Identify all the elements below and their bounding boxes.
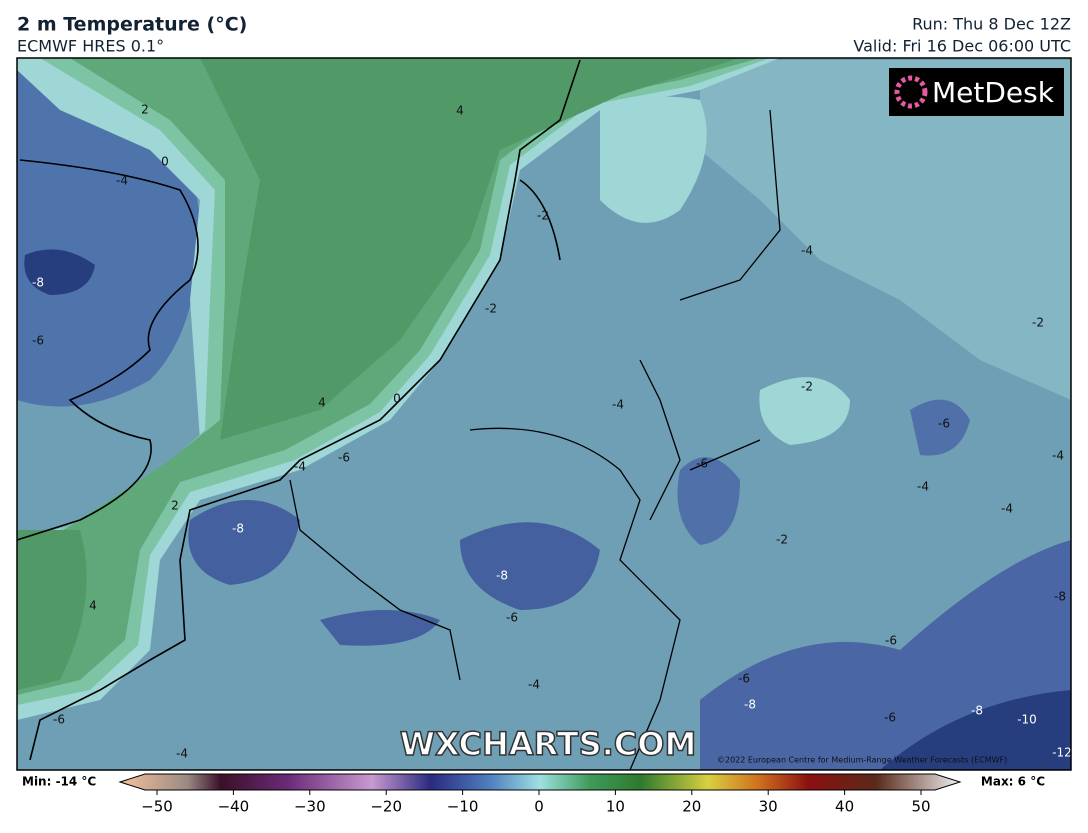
cold-area	[460, 522, 600, 610]
colorbar-tick-label: 20	[682, 798, 701, 816]
contour-label: -4	[917, 480, 929, 494]
colorbar-tick-label: 10	[606, 798, 625, 816]
contour-label: -10	[1017, 713, 1037, 727]
cold-area	[320, 610, 440, 646]
colorbar-tick-label: −30	[294, 798, 326, 816]
contour-label: 4	[89, 599, 97, 613]
contour-label: -6	[338, 451, 350, 465]
contour-label: -6	[506, 611, 518, 625]
copyright: ©2022 European Centre for Medium-Range W…	[717, 756, 1007, 765]
sea-mild	[17, 58, 770, 705]
contour-label: -4	[116, 174, 128, 188]
colorbar-tick-label: 0	[534, 798, 544, 816]
contour-label: -6	[738, 672, 750, 686]
contour-label: -8	[1054, 590, 1066, 604]
map: MetDesk WXCHARTS.COM ©2022 European Cent…	[17, 58, 1072, 770]
colorbar-tick-label: 40	[835, 798, 854, 816]
colorbar-tick-label: −10	[447, 798, 479, 816]
contour-label: -12	[1052, 746, 1072, 760]
cold-area	[880, 690, 1071, 770]
cold-area	[24, 249, 95, 295]
contour-label: 0	[161, 155, 169, 169]
subtitle: ECMWF HRES 0.1°	[17, 37, 164, 56]
cold-area	[910, 399, 970, 456]
contour-label: -6	[32, 334, 44, 348]
contour-label: -6	[696, 457, 708, 471]
sea-warm	[200, 58, 740, 440]
colorbar-tick-label: −50	[141, 798, 173, 816]
contour-label: -8	[496, 569, 508, 583]
colorbar-tick-label: 30	[759, 798, 778, 816]
map-frame	[16, 57, 1072, 771]
run-time: Run: Thu 8 Dec 12Z	[912, 15, 1071, 34]
contour-label: -8	[32, 276, 44, 290]
colorbar-tick-label: −40	[218, 798, 250, 816]
contour-label: -4	[1052, 449, 1064, 463]
watermark: WXCHARTS.COM	[400, 725, 697, 763]
valid-time: Valid: Fri 16 Dec 06:00 UTC	[853, 37, 1071, 56]
logo-text: MetDesk	[932, 76, 1055, 109]
contour-label: -6	[53, 713, 65, 727]
border	[289, 109, 781, 770]
contour-label: -4	[801, 244, 813, 258]
cold-area	[677, 457, 740, 545]
contour-label: -2	[1032, 316, 1044, 330]
warm-area	[700, 60, 1071, 400]
title: 2 m Temperature (°C)	[17, 14, 247, 36]
contour-label: -8	[232, 522, 244, 536]
contour-label: -4	[294, 460, 306, 474]
contour-label: 2	[141, 103, 149, 117]
sea	[17, 58, 760, 695]
mild-area	[759, 377, 850, 445]
colorbar-tick-label: −20	[370, 798, 402, 816]
contour-label: 4	[456, 104, 464, 118]
contour-label: -4	[176, 747, 188, 761]
colorbar-tick-label: 50	[911, 798, 930, 816]
contour-label: -2	[485, 302, 497, 316]
mild-area	[600, 96, 707, 223]
contour-label: -6	[884, 711, 896, 725]
contour-label: -6	[885, 634, 897, 648]
min-label: Min: -14 °C	[22, 775, 96, 789]
cold-area	[188, 500, 300, 585]
sea-warm	[17, 530, 87, 690]
colorbar	[118, 773, 962, 791]
contour-label: -4	[612, 398, 624, 412]
contour-label: -8	[744, 698, 756, 712]
contour-label: -4	[528, 678, 540, 692]
max-label: Max: 6 °C	[981, 775, 1045, 789]
contour-label: -2	[776, 533, 788, 547]
contour-label: 4	[318, 396, 326, 410]
contour-label: -8	[971, 704, 983, 718]
contour-label: -2	[801, 380, 813, 394]
contour-label: -6	[938, 417, 950, 431]
logo-icon	[894, 75, 928, 109]
contour-label: -4	[1001, 502, 1013, 516]
contour-label: 2	[171, 499, 179, 513]
coastline	[17, 59, 581, 761]
logo-box	[889, 68, 1064, 116]
contour-label: -2	[537, 209, 549, 223]
contour-label: 0	[393, 392, 401, 406]
